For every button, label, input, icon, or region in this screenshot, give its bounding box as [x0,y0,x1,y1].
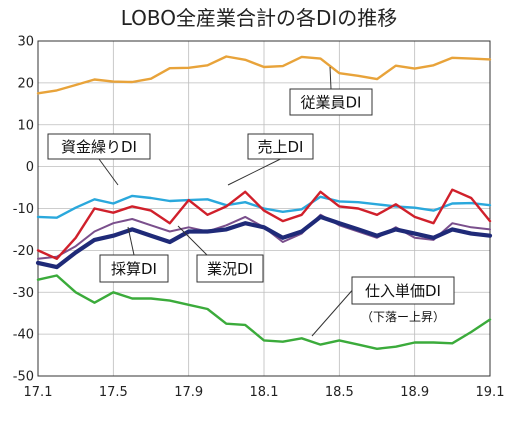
y-tick-label: 10 [17,118,34,133]
x-tick-label: 17.5 [99,385,128,400]
series-line [36,274,492,350]
callout-box [351,276,455,305]
callout-label: 従業員DI [301,94,362,112]
leader-line [329,66,332,90]
series-layer [35,55,493,350]
callout-note: （下落ー上昇） [361,310,445,324]
leader-line [177,225,208,256]
y-tick-label: -40 [13,328,34,343]
series-line [35,214,493,270]
callout-box [289,88,373,116]
callout-label: 売上DI [258,138,304,156]
callout-box [196,254,264,283]
x-tick-label: 17.9 [174,385,203,400]
callout-box [247,133,314,160]
x-tick-label: 18.5 [325,385,354,400]
y-tick-label: 30 [17,35,34,50]
x-tick-label: 18.1 [250,385,279,400]
callout-label: 資金繰りDI [61,138,137,156]
series-line [36,194,492,219]
y-tick-label: -10 [13,202,34,217]
x-tick-label: 18.9 [400,385,429,400]
y-tick-label: 0 [26,160,34,175]
leader-line [127,226,135,256]
callout-box [99,254,169,283]
series-line [36,188,492,260]
callout-label: 業況DI [207,260,253,278]
callouts: 従業員DI 資金繰りDI 売上DI 採算DI 業況DI 仕入単価DI （下落ー上昇） [47,66,455,337]
y-tick-label: -20 [13,244,34,259]
series-line [36,55,492,95]
y-tick-label: -30 [13,286,34,301]
y-tick-label: 20 [17,76,34,91]
x-tick-label: 17.1 [24,385,53,400]
leader-line [98,158,119,186]
callout-label: 採算DI [111,260,157,278]
leader-line [311,290,353,337]
x-tick-label: 19.1 [476,385,505,400]
callout-box [47,133,151,160]
callout-label: 仕入単価DI [365,282,441,300]
leader-line [227,158,281,186]
y-tick-label: -50 [13,370,34,385]
plot-frame [37,40,491,377]
chart-title: LOBO全産業合計の各DIの推移 [121,6,398,30]
